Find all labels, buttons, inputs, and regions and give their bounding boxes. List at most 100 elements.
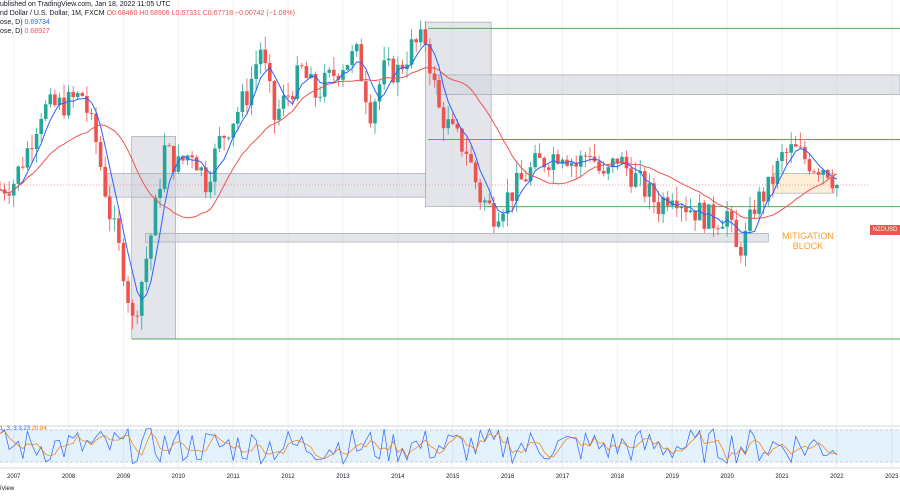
candle-body-172 (784, 152, 789, 154)
candle-body-56 (254, 64, 258, 79)
candle-body-69 (313, 74, 318, 98)
candle-body-180 (821, 169, 825, 175)
x-tick-2007: 2007 (7, 474, 21, 480)
candle-body-50 (226, 137, 231, 139)
candle-body-182 (830, 177, 835, 189)
ma1-label: ose, D) (0, 19, 23, 26)
candle-body-37 (167, 145, 172, 147)
candle-body-44 (199, 167, 204, 171)
candle-body-179 (816, 172, 821, 175)
candle-body-3 (11, 183, 16, 196)
mitigation-label-line1: MITIGATION (782, 231, 834, 241)
candle-body-90 (409, 39, 414, 65)
candle-body-29 (130, 302, 135, 316)
x-tick-2022: 2022 (830, 474, 844, 480)
candle-body-136 (620, 156, 624, 164)
candle-body-13 (57, 97, 62, 106)
candle-body-26 (117, 218, 121, 243)
candle-body-82 (373, 101, 377, 124)
candle-body-126 (574, 162, 579, 167)
candle-body-71 (322, 72, 327, 97)
ma-slow-line (0, 67, 838, 220)
x-tick-2012: 2012 (281, 474, 295, 480)
ma1-value: 0.69734 (24, 19, 50, 26)
candle-body-62 (281, 95, 286, 109)
candle-body-91 (414, 39, 418, 43)
candle-body-97 (441, 107, 446, 129)
candle-body-93 (423, 29, 428, 44)
candle-body-80 (364, 81, 368, 103)
zone-2 (435, 74, 900, 95)
candle-body-128 (583, 155, 588, 157)
stoch-d-line (0, 430, 837, 461)
candle-body-178 (812, 171, 816, 173)
candle-body-11 (48, 94, 53, 105)
candle-body-92 (418, 29, 423, 43)
candle-body-4 (16, 166, 21, 184)
candle-body-95 (432, 73, 437, 81)
candle-body-78 (354, 44, 359, 52)
candle-body-139 (633, 173, 638, 187)
candle-body-114 (519, 172, 524, 180)
candle-body-176 (803, 147, 807, 160)
candle-body-39 (176, 156, 181, 172)
candle-body-158 (720, 226, 725, 229)
candle-body-127 (578, 155, 583, 167)
candle-body-7 (30, 148, 34, 150)
candle-body-104 (473, 162, 478, 183)
symbol-title: nd Dollar / U.S. Dollar, 1M, FXCM (0, 10, 105, 17)
candle-body-51 (231, 123, 236, 138)
candle-body-2 (7, 193, 11, 196)
candle-body-84 (382, 60, 386, 85)
candle-body-166 (757, 191, 761, 214)
candle-body-47 (213, 148, 217, 182)
candle-body-6 (25, 148, 30, 168)
candle-body-66 (300, 65, 304, 67)
candle-body-100 (455, 123, 460, 129)
candle-body-123 (560, 159, 565, 164)
candle-body-106 (482, 200, 487, 203)
candle-body-75 (341, 69, 345, 80)
candle-body-121 (551, 154, 556, 170)
candle-body-22 (98, 142, 103, 167)
candle-body-86 (391, 58, 396, 83)
candle-body-36 (162, 145, 167, 189)
x-tick-2019: 2019 (666, 474, 680, 480)
candle-body-9 (39, 118, 43, 134)
candle-body-135 (615, 158, 620, 164)
candle-body-34 (153, 198, 158, 236)
candle-body-64 (290, 96, 295, 100)
candle-body-119 (542, 157, 547, 168)
mitigation-label-line2: BLOCK (792, 241, 824, 251)
x-tick-2015: 2015 (446, 474, 460, 480)
x-tick-2009: 2009 (117, 474, 131, 480)
stoch-k-line (0, 427, 838, 465)
candle-body-57 (258, 49, 263, 65)
candle-body-103 (469, 154, 473, 163)
candle-body-148 (675, 200, 679, 209)
x-tick-2008: 2008 (62, 474, 76, 480)
candle-body-19 (85, 95, 89, 113)
candle-body-174 (793, 144, 798, 147)
candle-body-108 (492, 203, 496, 227)
candle-body-146 (665, 197, 670, 206)
candle-body-38 (171, 145, 176, 172)
candle-body-96 (437, 80, 441, 108)
candle-body-77 (350, 51, 354, 66)
candle-body-23 (103, 166, 107, 197)
candle-body-109 (496, 221, 501, 227)
candle-body-125 (569, 162, 574, 166)
x-tick-2014: 2014 (391, 474, 405, 480)
candle-body-33 (149, 235, 153, 259)
candle-body-53 (240, 91, 245, 113)
candle-body-16 (71, 91, 75, 98)
candle-body-73 (332, 69, 336, 76)
x-tick-2013: 2013 (336, 474, 350, 480)
candle-body-87 (396, 64, 400, 83)
candle-body-173 (789, 144, 793, 153)
candle-body-122 (556, 154, 560, 164)
candle-body-59 (268, 63, 272, 82)
candle-body-89 (405, 64, 409, 70)
candle-body-98 (446, 119, 450, 129)
